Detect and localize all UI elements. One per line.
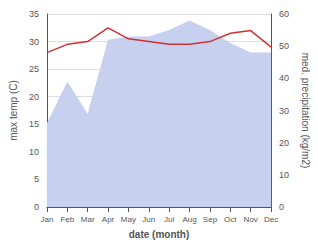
svg-text:10: 10 [29, 147, 39, 157]
svg-text:30: 30 [279, 106, 289, 116]
svg-text:50: 50 [279, 41, 289, 51]
svg-text:Nov: Nov [244, 215, 258, 224]
svg-text:25: 25 [29, 64, 39, 74]
svg-text:0: 0 [279, 202, 284, 212]
svg-text:Apr: Apr [102, 215, 115, 224]
svg-text:60: 60 [279, 9, 289, 19]
svg-text:Feb: Feb [60, 215, 74, 224]
svg-text:0: 0 [34, 202, 39, 212]
svg-text:20: 20 [279, 138, 289, 148]
svg-text:30: 30 [29, 37, 39, 47]
svg-text:Dec: Dec [264, 215, 278, 224]
svg-text:Jun: Jun [142, 215, 155, 224]
svg-text:10: 10 [279, 170, 289, 180]
svg-text:Sep: Sep [203, 215, 218, 224]
svg-text:max temp (C): max temp (C) [8, 80, 19, 141]
svg-text:May: May [121, 215, 136, 224]
svg-text:20: 20 [29, 92, 39, 102]
svg-text:Jan: Jan [40, 215, 53, 224]
svg-text:15: 15 [29, 119, 39, 129]
svg-text:5: 5 [34, 174, 39, 184]
svg-text:Oct: Oct [224, 215, 237, 224]
svg-text:35: 35 [29, 9, 39, 19]
svg-text:40: 40 [279, 73, 289, 83]
svg-text:Aug: Aug [182, 215, 196, 224]
svg-text:Jul: Jul [164, 215, 174, 224]
svg-text:med. precipitation (kg/m2): med. precipitation (kg/m2) [300, 53, 311, 169]
svg-text:Mar: Mar [81, 215, 95, 224]
svg-text:date (month): date (month) [129, 229, 190, 240]
